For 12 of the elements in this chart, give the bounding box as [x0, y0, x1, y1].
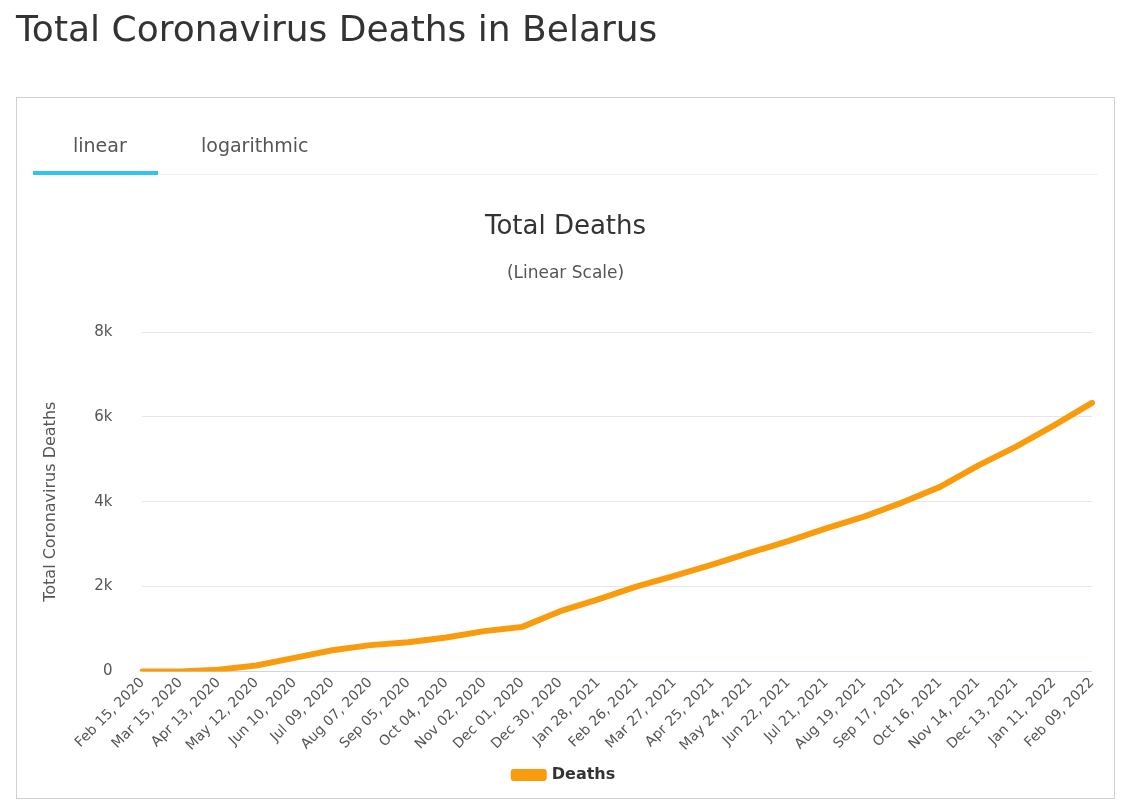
y-tick-label: 6k — [94, 406, 113, 425]
text: (Linear Scale) — [505, 262, 626, 282]
y-tick-label: 4k — [94, 491, 113, 510]
legend-label: Deaths — [551, 764, 616, 784]
chart-subtitle: Total Deaths — [483, 210, 648, 240]
text: linear — [73, 134, 127, 156]
text: logarithmic — [201, 134, 309, 156]
y-tick-label: 0 — [102, 661, 113, 680]
y-tick-label: 2k — [94, 576, 113, 595]
chart-title: Total Coronavirus Deaths in Belarus — [16, 8, 658, 49]
y-axis-title: Total Coronavirus Deaths — [39, 401, 59, 603]
y-tick-label: 8k — [94, 321, 113, 340]
